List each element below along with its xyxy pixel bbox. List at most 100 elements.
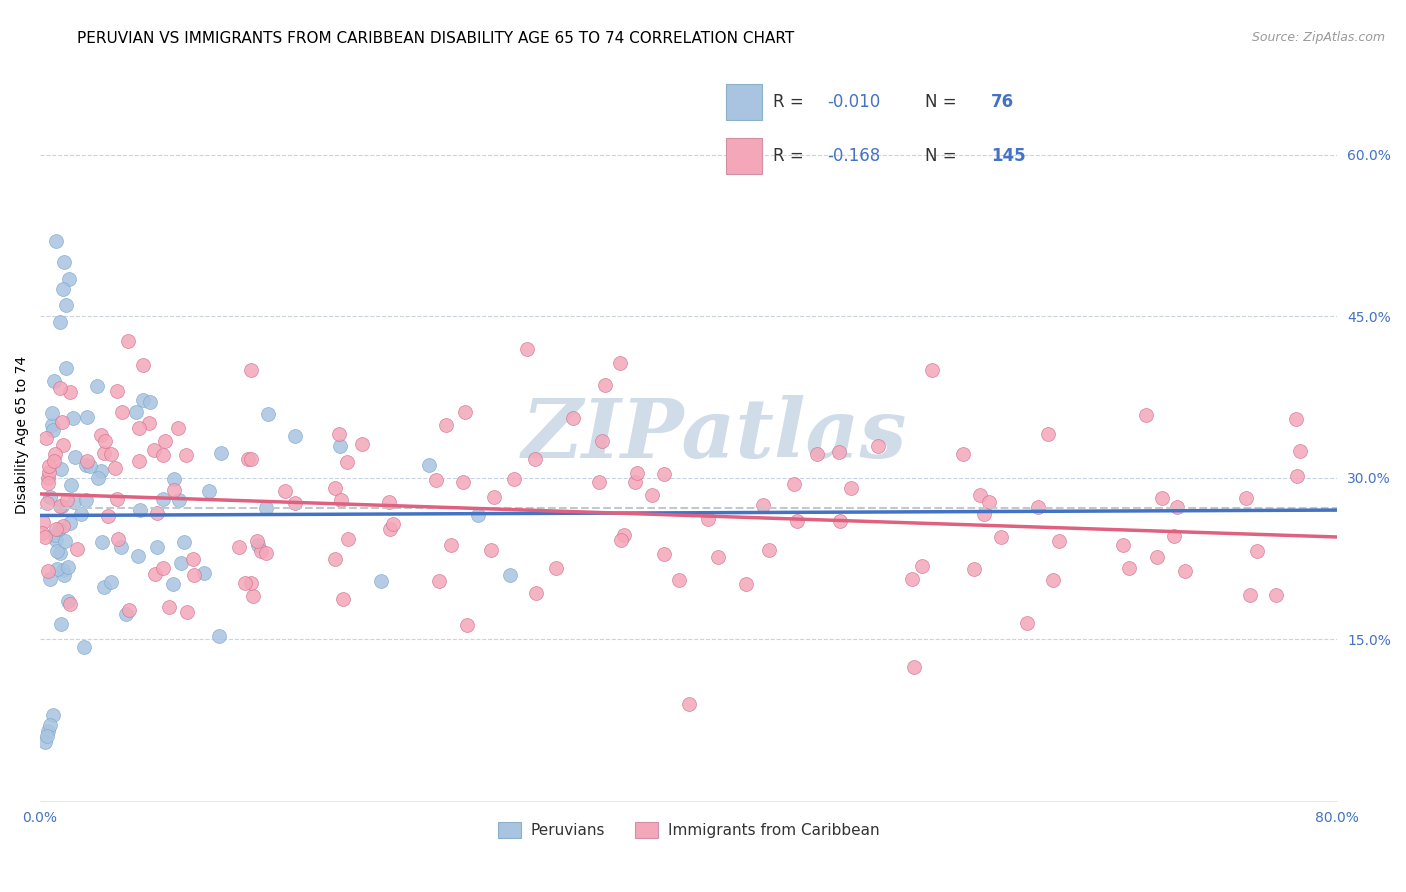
Point — [233, 575, 256, 590]
Point — [323, 552, 346, 566]
Point — [254, 546, 277, 560]
Point — [440, 538, 463, 552]
Point — [427, 574, 450, 589]
Point — [274, 484, 297, 499]
Point — [1163, 529, 1185, 543]
Point — [93, 581, 115, 595]
Point — [100, 574, 122, 589]
Point — [42, 454, 65, 468]
Point — [524, 586, 547, 600]
Point — [434, 417, 457, 432]
Point — [79, 458, 101, 473]
Point — [127, 549, 149, 563]
Point — [1047, 534, 1070, 549]
Point — [146, 540, 169, 554]
Point — [370, 574, 392, 589]
Point — [240, 576, 263, 591]
Point — [52, 282, 75, 296]
Point — [51, 461, 73, 475]
Point — [38, 718, 60, 732]
Point — [60, 477, 83, 491]
Point — [73, 640, 96, 654]
Point — [90, 428, 112, 442]
Point — [911, 558, 934, 573]
Point — [143, 566, 166, 581]
Point — [138, 394, 160, 409]
Point — [921, 363, 943, 377]
Point — [52, 438, 75, 452]
Legend: Peruvians, Immigrants from Caribbean: Peruvians, Immigrants from Caribbean — [492, 816, 886, 845]
Point — [76, 410, 98, 425]
Point — [588, 475, 610, 490]
Point — [86, 379, 108, 393]
Point — [242, 589, 264, 603]
Point — [58, 593, 80, 607]
Point — [38, 459, 60, 474]
Point — [142, 443, 165, 458]
Point — [157, 599, 180, 614]
Text: ZIPatlas: ZIPatlas — [522, 394, 907, 475]
Point — [87, 471, 110, 485]
Point — [45, 544, 67, 558]
Point — [453, 405, 475, 419]
Point — [104, 461, 127, 475]
Point — [44, 447, 66, 461]
Point — [51, 499, 73, 513]
Point — [329, 439, 352, 453]
Point — [97, 508, 120, 523]
Point — [758, 543, 780, 558]
Point — [332, 591, 354, 606]
Point — [155, 434, 177, 448]
Point — [35, 496, 58, 510]
Point — [38, 465, 60, 479]
Point — [640, 488, 662, 502]
Point — [523, 452, 546, 467]
Point — [41, 406, 63, 420]
Point — [1246, 544, 1268, 558]
Point — [328, 426, 350, 441]
Point — [425, 473, 447, 487]
Point — [173, 534, 195, 549]
Point — [38, 491, 60, 505]
Point — [55, 360, 77, 375]
Point — [170, 556, 193, 570]
Point — [45, 234, 67, 248]
Point — [652, 467, 675, 481]
Text: Source: ZipAtlas.com: Source: ZipAtlas.com — [1251, 31, 1385, 45]
Point — [56, 493, 79, 508]
Point — [962, 562, 984, 576]
Point — [208, 629, 231, 643]
Point — [502, 472, 524, 486]
Point — [903, 660, 925, 674]
Point — [132, 358, 155, 372]
Point — [37, 564, 59, 578]
Point — [93, 446, 115, 460]
Point — [115, 607, 138, 621]
Point — [352, 437, 374, 451]
Point — [59, 598, 82, 612]
Point — [58, 271, 80, 285]
Point — [626, 467, 648, 481]
Point — [952, 447, 974, 461]
Point — [256, 408, 278, 422]
Point — [76, 454, 98, 468]
Point — [1234, 491, 1257, 506]
Point — [562, 411, 585, 425]
Point — [152, 560, 174, 574]
Point — [668, 573, 690, 587]
Point — [53, 534, 76, 549]
Point — [48, 499, 70, 513]
Point — [34, 734, 56, 748]
Point — [176, 605, 198, 619]
Point — [378, 522, 401, 536]
Point — [124, 405, 146, 419]
Point — [336, 455, 359, 469]
Point — [146, 506, 169, 520]
Point — [1135, 409, 1157, 423]
Point — [337, 532, 360, 546]
Point — [378, 495, 401, 509]
Point — [786, 514, 808, 528]
Point — [35, 432, 58, 446]
Point — [198, 483, 221, 498]
Point — [516, 342, 538, 356]
